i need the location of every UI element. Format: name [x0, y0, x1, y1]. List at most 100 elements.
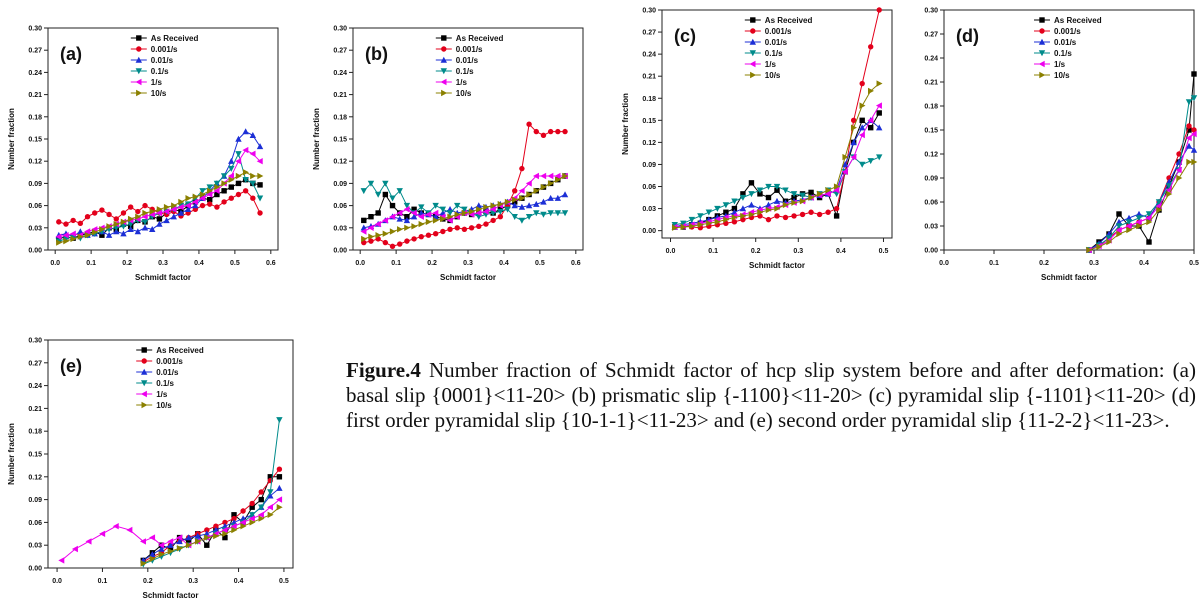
- data-point: [375, 232, 382, 239]
- y-tick-label: 0.21: [28, 92, 42, 99]
- data-point: [127, 225, 134, 232]
- data-point: [1146, 239, 1152, 245]
- data-point: [525, 214, 533, 220]
- legend-label: As Received: [156, 346, 204, 355]
- data-point: [824, 190, 831, 198]
- data-point: [867, 117, 874, 124]
- data-point: [774, 187, 780, 193]
- data-point: [697, 221, 704, 228]
- legend-label: 0.1/s: [456, 67, 474, 76]
- data-point: [228, 157, 235, 164]
- data-point: [756, 187, 764, 194]
- data-point: [404, 238, 410, 244]
- data-point: [120, 210, 127, 216]
- legend-marker: [1038, 60, 1045, 68]
- x-tick-label: 0.4: [499, 260, 509, 267]
- data-point: [671, 222, 678, 229]
- data-point: [1190, 130, 1197, 138]
- data-point: [192, 202, 199, 209]
- chart-panel-a: 0.0 0.1 0.2 0.3 0.4 0.5 0.6 0.00 0.03 0.06 0.09 0.1…: [0, 12, 300, 287]
- data-point: [91, 226, 98, 233]
- data-point: [468, 225, 475, 231]
- data-point: [689, 223, 696, 230]
- caption-text: Number fraction of Schmidt factor of hcp…: [346, 358, 1196, 432]
- x-axis-label: Schmidt factor: [440, 273, 496, 282]
- data-point: [791, 213, 797, 219]
- data-point: [235, 158, 242, 165]
- data-point: [214, 204, 220, 210]
- data-point: [418, 220, 425, 228]
- data-point: [267, 511, 274, 518]
- data-point: [757, 191, 763, 197]
- data-point: [547, 210, 554, 217]
- x-tick-label: 0.5: [279, 578, 289, 585]
- data-point: [70, 217, 76, 224]
- x-tick-label: 0.0: [939, 260, 949, 267]
- data-point: [446, 217, 453, 224]
- data-point: [740, 212, 747, 220]
- x-tick-label: 0.5: [535, 260, 545, 267]
- data-point: [1135, 210, 1143, 217]
- data-point: [1125, 214, 1133, 221]
- data-point: [688, 216, 696, 223]
- y-tick-label: 0.27: [924, 32, 938, 39]
- legend-marker: [1038, 50, 1046, 57]
- data-point: [256, 143, 264, 150]
- data-point: [714, 205, 721, 212]
- x-tick-label: 0.6: [571, 260, 581, 267]
- data-point: [1115, 223, 1123, 230]
- caption-label: Figure.4: [346, 358, 421, 382]
- data-point: [722, 202, 730, 209]
- data-point: [833, 205, 840, 212]
- y-tick-label: 0.00: [924, 248, 938, 255]
- data-point: [773, 183, 781, 190]
- data-point: [113, 228, 120, 235]
- data-point: [84, 214, 91, 220]
- series-line: [674, 119, 880, 228]
- data-point: [533, 187, 540, 194]
- chart-svg-a: 0.0 0.1 0.2 0.3 0.4 0.5 0.6 0.00 0.03 0.06 0.09 0.1…: [7, 26, 279, 282]
- data-point: [163, 203, 170, 211]
- data-point: [120, 230, 127, 237]
- series-line: [143, 468, 280, 563]
- data-point: [490, 217, 496, 224]
- data-point: [519, 165, 525, 172]
- data-point: [446, 210, 454, 217]
- legend-marker: [141, 358, 147, 364]
- data-point: [240, 523, 247, 530]
- data-point: [525, 180, 532, 187]
- legend-marker: [1038, 38, 1046, 45]
- data-point: [1190, 146, 1198, 153]
- data-point: [1126, 226, 1133, 234]
- data-point: [62, 232, 69, 239]
- data-point: [256, 195, 264, 202]
- data-point: [748, 201, 755, 208]
- data-point: [148, 211, 155, 218]
- legend-marker: [140, 390, 147, 398]
- data-point: [134, 228, 142, 235]
- data-point: [858, 124, 866, 131]
- data-point: [808, 209, 814, 215]
- data-point: [374, 220, 381, 228]
- legend-marker: [441, 35, 447, 41]
- data-point: [199, 188, 206, 195]
- data-point: [533, 200, 540, 207]
- x-tick-label: 0.3: [158, 260, 168, 267]
- data-point: [504, 198, 511, 206]
- data-point: [235, 172, 242, 180]
- data-point: [214, 183, 221, 191]
- data-point: [418, 204, 425, 211]
- data-point: [221, 526, 228, 534]
- panel-label: (e): [60, 356, 82, 376]
- legend-label: As Received: [456, 34, 504, 43]
- data-point: [540, 172, 547, 180]
- data-point: [149, 225, 156, 232]
- data-point: [816, 190, 823, 198]
- legend-label: 0.001/s: [1054, 27, 1081, 36]
- data-point: [126, 526, 133, 534]
- data-point: [1185, 142, 1193, 149]
- data-point: [170, 206, 177, 213]
- data-point: [231, 512, 237, 518]
- data-point: [276, 417, 283, 424]
- data-point: [497, 214, 504, 220]
